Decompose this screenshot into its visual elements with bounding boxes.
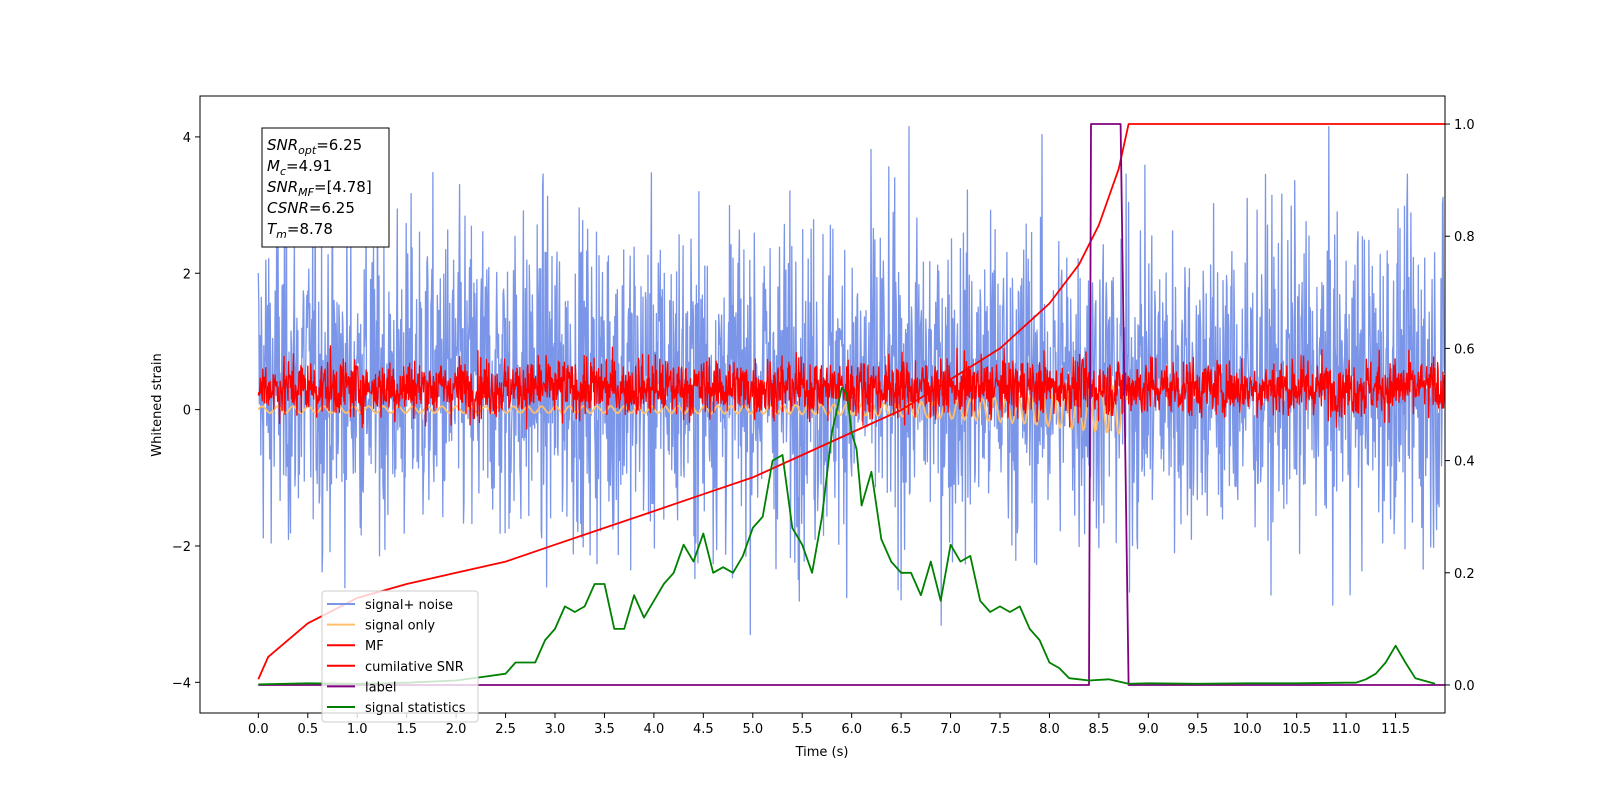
x-tick-label: 5.5 <box>792 722 813 737</box>
annotation-line: Mc=4.91 <box>267 157 332 178</box>
series-cumilative-snr <box>257 123 1445 680</box>
x-tick-label: 0.0 <box>248 722 269 737</box>
y-tick-label-right: 0.2 <box>1454 567 1475 582</box>
series-line <box>258 123 1445 686</box>
series-line <box>257 123 1445 680</box>
x-axis-label: Time (s) <box>795 745 849 760</box>
y-tick-label-right: 1.0 <box>1454 118 1475 133</box>
x-tick-label: 0.5 <box>297 722 318 737</box>
legend-label: signal statistics <box>365 701 466 716</box>
y-tick-label-right: 0.0 <box>1454 679 1475 694</box>
x-tick-label: 9.0 <box>1138 722 1159 737</box>
x-tick-label: 5.0 <box>742 722 763 737</box>
x-tick-label: 8.5 <box>1089 722 1110 737</box>
series-signal-statistics <box>258 386 1436 686</box>
x-tick-label: 3.0 <box>545 722 566 737</box>
annotation-line: SNRMF=[4.78] <box>267 178 372 199</box>
legend-label: signal+ noise <box>365 598 453 613</box>
y-tick-label-left: 4 <box>183 131 191 146</box>
annotation-line: SNRopt=6.25 <box>267 136 362 157</box>
annotation-line: CSNR=6.25 <box>267 199 355 217</box>
series-mf <box>257 345 1445 430</box>
x-tick-label: 9.5 <box>1187 722 1208 737</box>
y-tick-label-right: 0.4 <box>1454 455 1475 470</box>
x-tick-label: 7.5 <box>990 722 1011 737</box>
legend: signal+ noise signal only MF cumilative SNR… <box>321 590 479 723</box>
x-tick-label: 2.0 <box>446 722 467 737</box>
series-label <box>258 123 1445 686</box>
y-tick-label-left: −4 <box>172 676 191 691</box>
y-axis-label: Whitened strain <box>150 353 165 456</box>
y-tick-label-left: 0 <box>183 404 191 419</box>
x-tick-label: 6.5 <box>891 722 912 737</box>
plot-frame <box>199 95 1446 714</box>
y-tick-label-right: 0.6 <box>1454 342 1475 357</box>
legend-frame <box>321 590 479 723</box>
x-tick-label: 3.5 <box>594 722 615 737</box>
x-tick-label: 2.5 <box>495 722 516 737</box>
x-tick-label: 11.5 <box>1381 722 1410 737</box>
series-line <box>257 126 1445 636</box>
x-tick-label: 1.0 <box>347 722 368 737</box>
x-tick-label: 1.5 <box>396 722 417 737</box>
x-tick-label: 10.0 <box>1233 722 1262 737</box>
x-tick-label: 8.0 <box>1039 722 1060 737</box>
series-line <box>258 386 1436 686</box>
x-tick-label: 4.0 <box>644 722 665 737</box>
y-tick-label-right: 0.8 <box>1454 230 1475 245</box>
legend-label: signal only <box>365 619 435 634</box>
x-tick-label: 11.0 <box>1332 722 1361 737</box>
annotation-line: Tm=8.78 <box>267 220 333 241</box>
x-tick-label: 4.5 <box>693 722 714 737</box>
legend-label: cumilative SNR <box>365 660 464 675</box>
x-tick-label: 6.0 <box>841 722 862 737</box>
legend-label: MF <box>365 639 384 654</box>
y-tick-label-left: −2 <box>172 540 191 555</box>
annotation-frame <box>261 127 390 248</box>
legend-label: label <box>365 680 396 695</box>
x-tick-label: 10.5 <box>1282 722 1311 737</box>
x-tick-label: 7.0 <box>940 722 961 737</box>
series-line <box>257 345 1445 430</box>
series-signal-noise <box>257 126 1445 636</box>
y-tick-label-left: 2 <box>183 267 191 282</box>
